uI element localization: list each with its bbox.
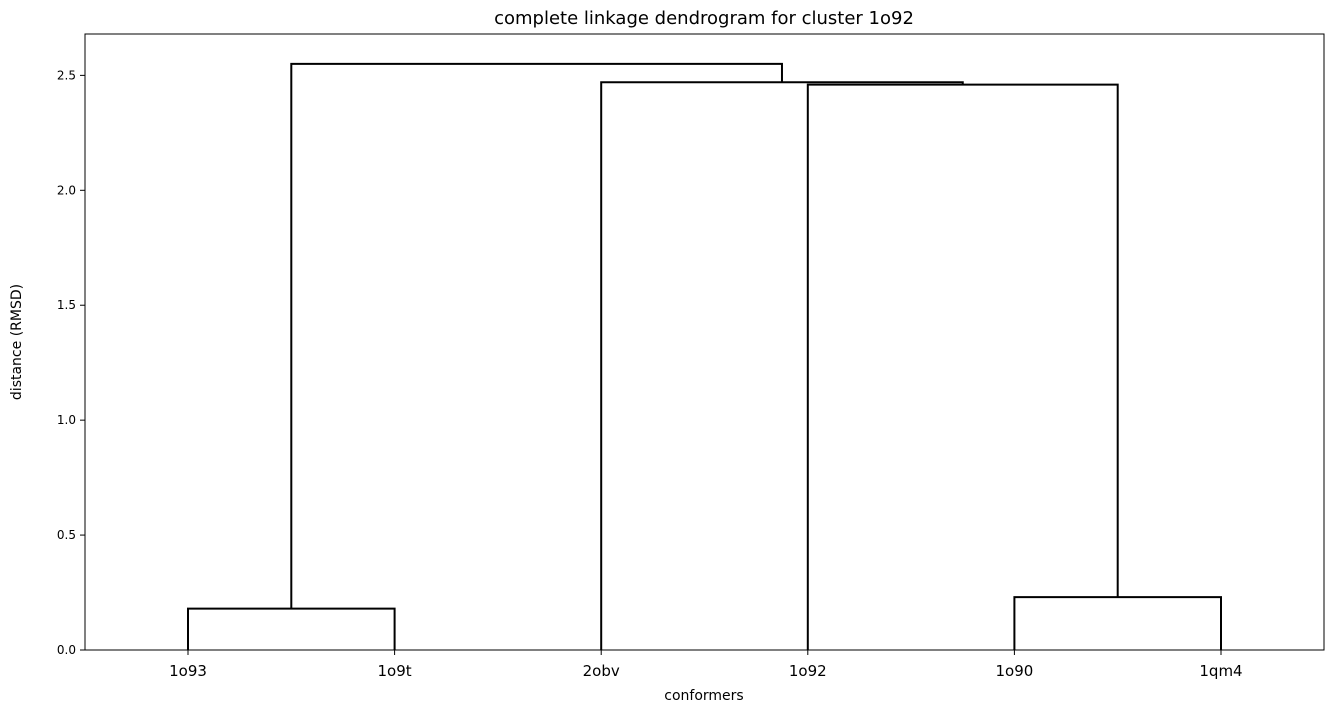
x-axis: 1o93 1o9t 2obv 1o92 1o90 1qm4: [169, 650, 1243, 680]
dendrogram-link: [806, 83, 1119, 650]
plot-frame: [84, 33, 1325, 651]
chart-title: complete linkage dendrogram for cluster …: [494, 8, 914, 29]
leaf-label: 1o93: [169, 662, 207, 680]
y-tick-label: 0.0: [57, 643, 76, 657]
x-axis-label: conformers: [664, 688, 743, 704]
dendrogram-link: [1013, 596, 1222, 650]
y-tick-label: 2.5: [57, 68, 76, 82]
dendrogram-link: [187, 607, 396, 650]
y-tick-label: 0.5: [57, 528, 76, 542]
leaf-label: 1o90: [995, 662, 1033, 680]
y-tick-label: 2.0: [57, 183, 76, 197]
leaf-label: 1o9t: [378, 662, 412, 680]
dendrogram-link: [290, 62, 783, 609]
leaf-label: 2obv: [583, 662, 620, 680]
leaf-label: 1qm4: [1199, 662, 1242, 680]
dendrogram-link: [600, 81, 964, 650]
y-axis: 0.0 0.5 1.0 1.5 2.0 2.5: [57, 68, 85, 657]
y-axis-label: distance (RMSD): [9, 284, 25, 400]
y-tick-label: 1.0: [57, 413, 76, 427]
leaf-label: 1o92: [789, 662, 827, 680]
dendrogram-links: [187, 62, 1222, 650]
y-tick-label: 1.5: [57, 298, 76, 312]
